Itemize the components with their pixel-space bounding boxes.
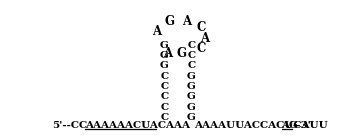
Text: C: C bbox=[187, 51, 195, 60]
Text: C: C bbox=[160, 103, 168, 112]
Text: C: C bbox=[196, 21, 206, 34]
Text: G: G bbox=[187, 92, 196, 101]
Text: C: C bbox=[196, 42, 206, 55]
Text: AG: AG bbox=[282, 121, 298, 130]
Text: G: G bbox=[160, 41, 169, 50]
Text: A: A bbox=[163, 47, 172, 60]
Text: A: A bbox=[200, 32, 209, 45]
Text: AAAAAACUACAAA: AAAAAACUACAAA bbox=[85, 121, 190, 130]
Text: G: G bbox=[187, 113, 196, 122]
Text: C: C bbox=[160, 113, 168, 122]
Text: --3': --3' bbox=[292, 121, 311, 130]
Text: C: C bbox=[160, 92, 168, 101]
Text: A: A bbox=[182, 15, 191, 28]
Text: G: G bbox=[164, 15, 174, 28]
Text: G: G bbox=[160, 62, 169, 71]
Text: G: G bbox=[187, 72, 196, 81]
Text: C: C bbox=[187, 41, 195, 50]
Text: 5'--CC: 5'--CC bbox=[52, 121, 87, 130]
Text: G: G bbox=[176, 47, 186, 60]
Text: AAAAUUACCACUCAUU: AAAAUUACCACUCAUU bbox=[194, 121, 328, 130]
Text: C: C bbox=[160, 82, 168, 91]
Text: G: G bbox=[187, 82, 196, 91]
Text: C: C bbox=[187, 62, 195, 71]
Text: A: A bbox=[152, 25, 161, 38]
Text: G: G bbox=[160, 51, 169, 60]
Text: G: G bbox=[187, 103, 196, 112]
Text: C: C bbox=[160, 72, 168, 81]
